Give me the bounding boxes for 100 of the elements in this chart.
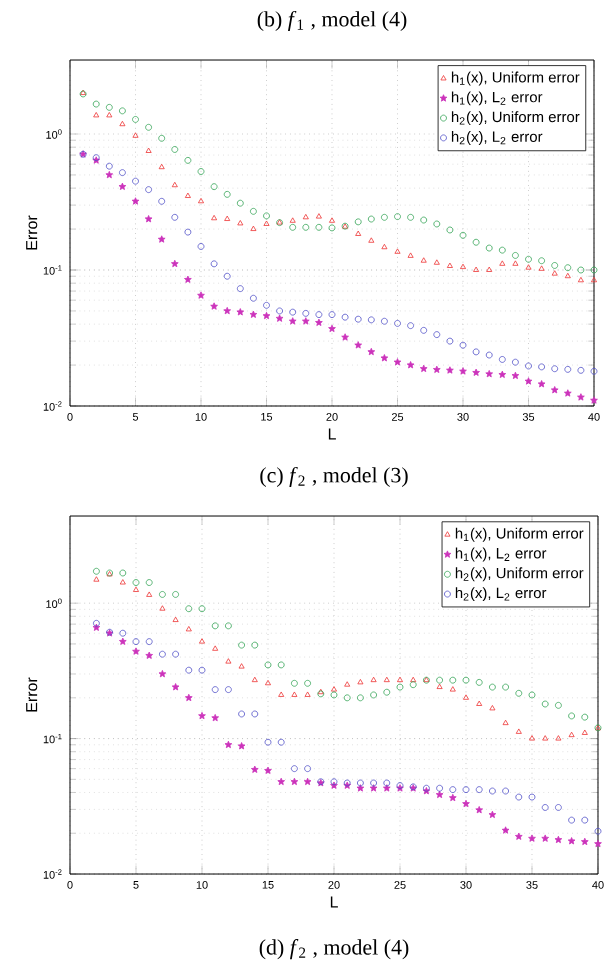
point (144, 215, 153, 223)
point (93, 576, 100, 582)
point (171, 146, 179, 153)
point (289, 217, 296, 223)
point (236, 199, 244, 207)
point (197, 168, 205, 175)
point (119, 120, 126, 127)
point (211, 214, 218, 221)
point (264, 661, 272, 669)
point (132, 647, 140, 655)
point (290, 777, 299, 786)
point (223, 190, 231, 198)
point (406, 361, 415, 369)
point (396, 683, 404, 691)
point (158, 669, 167, 678)
point (472, 368, 480, 376)
point (131, 197, 140, 205)
point (291, 691, 298, 697)
point (238, 710, 245, 718)
point (159, 591, 166, 598)
point (409, 681, 417, 689)
point (354, 218, 362, 226)
point (594, 827, 602, 835)
point (197, 291, 205, 299)
point (145, 123, 152, 131)
point (184, 693, 193, 702)
point (304, 691, 311, 697)
point (328, 224, 336, 232)
point (238, 663, 245, 669)
point (264, 738, 272, 746)
point (275, 314, 284, 322)
point (250, 207, 257, 215)
point (460, 263, 466, 270)
point (210, 260, 218, 268)
point (555, 804, 562, 811)
point (105, 103, 113, 111)
point (132, 579, 140, 586)
point (355, 230, 362, 236)
point (541, 804, 549, 811)
point (133, 586, 139, 592)
point (170, 259, 179, 268)
point (172, 650, 179, 658)
point (315, 311, 323, 318)
point (512, 358, 519, 366)
point (331, 686, 337, 692)
point (581, 816, 589, 824)
point (525, 255, 532, 263)
point (277, 777, 286, 786)
point (485, 244, 493, 252)
point (291, 765, 298, 773)
point (315, 318, 323, 326)
point (251, 676, 258, 683)
point (485, 351, 493, 359)
point (380, 354, 389, 362)
point (498, 246, 506, 254)
point (393, 358, 402, 366)
point (433, 220, 441, 228)
point (525, 362, 532, 370)
point (197, 243, 205, 250)
point (446, 226, 454, 234)
point (302, 309, 310, 317)
point (550, 386, 559, 394)
point (436, 676, 443, 684)
point (488, 810, 497, 819)
point (315, 223, 323, 231)
point (502, 683, 509, 691)
point (581, 729, 588, 735)
point (511, 371, 520, 380)
point (420, 257, 427, 263)
point (370, 779, 377, 787)
point (435, 790, 444, 799)
point (525, 264, 532, 270)
chart-title: (c) f$_{2}$ , model (3) (260, 466, 408, 488)
point (568, 712, 575, 720)
point (367, 215, 375, 223)
point (184, 228, 192, 236)
point (537, 380, 546, 388)
point (528, 793, 536, 801)
point (449, 786, 457, 793)
point (542, 735, 549, 741)
point (315, 213, 322, 219)
point (132, 132, 139, 138)
point (343, 694, 351, 702)
point (357, 694, 364, 702)
point (436, 784, 443, 792)
point (577, 393, 585, 401)
point (502, 719, 509, 726)
point (225, 686, 232, 693)
point (159, 650, 166, 658)
point (498, 356, 506, 363)
point (237, 742, 246, 750)
point (462, 676, 470, 684)
point (407, 322, 414, 330)
point (224, 215, 231, 221)
point (568, 731, 575, 738)
point (158, 163, 165, 170)
point (381, 243, 388, 250)
point (198, 666, 206, 674)
point (263, 212, 270, 220)
point (514, 832, 523, 840)
